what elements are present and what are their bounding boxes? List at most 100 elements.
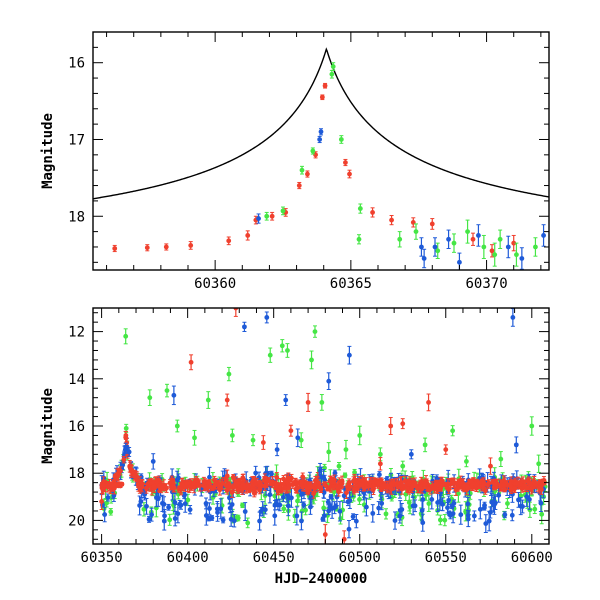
blue-baseline-point xyxy=(320,516,326,522)
red-baseline-point xyxy=(224,488,230,493)
red-baseline-point xyxy=(229,489,235,495)
blue-baseline-point xyxy=(337,508,343,514)
blue-baseline-point xyxy=(161,518,167,524)
green-point xyxy=(330,64,336,69)
blue-baseline-point xyxy=(175,511,181,517)
red-baseline-point xyxy=(363,480,369,486)
blue-point xyxy=(419,244,424,250)
blue-baseline-point xyxy=(491,502,496,508)
red-baseline-point xyxy=(101,482,106,488)
red-point xyxy=(322,83,328,89)
blue-point xyxy=(476,233,481,238)
red-baseline-point xyxy=(240,481,246,487)
green-baseline-point xyxy=(342,472,348,478)
red-baseline-point xyxy=(316,484,322,490)
red-baseline-point xyxy=(305,485,311,490)
x-tick-label: 60370 xyxy=(465,276,507,292)
green-point xyxy=(492,252,498,258)
green-point xyxy=(481,244,487,250)
red-baseline-point xyxy=(118,483,123,489)
green-baseline-point xyxy=(532,506,538,512)
red-baseline-point xyxy=(486,480,492,486)
green-outlier-point xyxy=(147,395,153,401)
blue-baseline-point xyxy=(376,505,382,511)
green-baseline-point xyxy=(357,497,362,502)
blue-baseline-point xyxy=(207,506,212,511)
red-baseline-point xyxy=(470,481,476,486)
green-outlier-point xyxy=(529,423,535,429)
green-baseline-point xyxy=(437,517,443,523)
red-baseline-point xyxy=(456,481,462,487)
red-baseline-point xyxy=(274,475,280,480)
red-event-point xyxy=(123,433,129,438)
blue-baseline-point xyxy=(458,512,464,518)
green-point xyxy=(357,206,363,211)
green-outlier-point xyxy=(174,423,180,429)
red-baseline-point xyxy=(353,479,358,485)
red-point xyxy=(296,183,302,188)
blue-baseline-point xyxy=(209,515,215,521)
blue-outlier-point xyxy=(283,397,289,403)
blue-baseline-point xyxy=(397,513,403,519)
blue-point xyxy=(505,244,511,250)
green-point xyxy=(465,229,470,235)
blue-baseline-point xyxy=(272,502,278,508)
red-baseline-point xyxy=(187,484,193,490)
red-baseline-point xyxy=(371,483,377,489)
red-baseline-point xyxy=(245,483,251,488)
green-outlier-point xyxy=(123,333,129,339)
red-baseline-point xyxy=(201,479,207,485)
red-baseline-point xyxy=(112,483,118,489)
blue-baseline-point xyxy=(346,526,352,532)
red-point xyxy=(429,221,435,227)
red-baseline-point xyxy=(235,481,241,487)
green-baseline-point xyxy=(352,470,357,475)
blue-event-point xyxy=(123,444,129,450)
red-baseline-point xyxy=(283,478,289,484)
red-baseline-point xyxy=(230,474,236,480)
red-baseline-point xyxy=(134,474,140,480)
red-point xyxy=(112,246,118,251)
red-baseline-point xyxy=(281,485,287,491)
red-baseline-point xyxy=(264,482,270,488)
blue-point xyxy=(432,244,438,250)
green-outlier-point xyxy=(400,463,406,469)
green-outlier-point xyxy=(312,329,318,334)
red-baseline-point xyxy=(326,486,332,491)
blue-baseline-point xyxy=(272,513,278,519)
top-panel: 60360 60365 60370 16 17 18 Magnitude xyxy=(40,31,550,292)
red-baseline-point xyxy=(344,490,349,496)
green-point xyxy=(497,236,503,242)
blue-baseline-point xyxy=(445,505,450,511)
blue-outlier-point xyxy=(513,442,519,448)
red-baseline-point xyxy=(395,483,401,489)
red-baseline-point xyxy=(217,487,223,493)
red-baseline-point xyxy=(184,481,190,486)
green-outlier-point xyxy=(319,400,325,405)
blue-baseline-point xyxy=(301,502,307,508)
red-point xyxy=(188,243,194,248)
blue-baseline-point xyxy=(227,495,232,501)
red-baseline-point xyxy=(207,480,212,486)
blue-outlier-point xyxy=(326,378,332,384)
y-tick-label: 17 xyxy=(68,132,85,148)
x-tick-label: 60365 xyxy=(330,276,372,292)
green-outlier-point xyxy=(326,449,332,455)
blue-baseline-point xyxy=(538,500,544,506)
red-baseline-point xyxy=(481,482,487,488)
blue-baseline-point xyxy=(149,512,154,518)
blue-outlier-point xyxy=(510,315,516,320)
green-point xyxy=(451,240,457,246)
red-point xyxy=(470,236,476,242)
blue-baseline-point xyxy=(294,513,300,519)
blue-baseline-point xyxy=(299,518,304,524)
blue-point xyxy=(457,259,462,265)
red-baseline-point xyxy=(493,482,499,487)
blue-point xyxy=(256,216,261,221)
blue-baseline-point xyxy=(329,506,335,511)
green-point xyxy=(514,252,519,258)
green-point xyxy=(338,137,344,142)
blue-baseline-point xyxy=(257,518,262,524)
green-outlier-point xyxy=(226,371,232,377)
blue-baseline-point xyxy=(102,512,108,517)
